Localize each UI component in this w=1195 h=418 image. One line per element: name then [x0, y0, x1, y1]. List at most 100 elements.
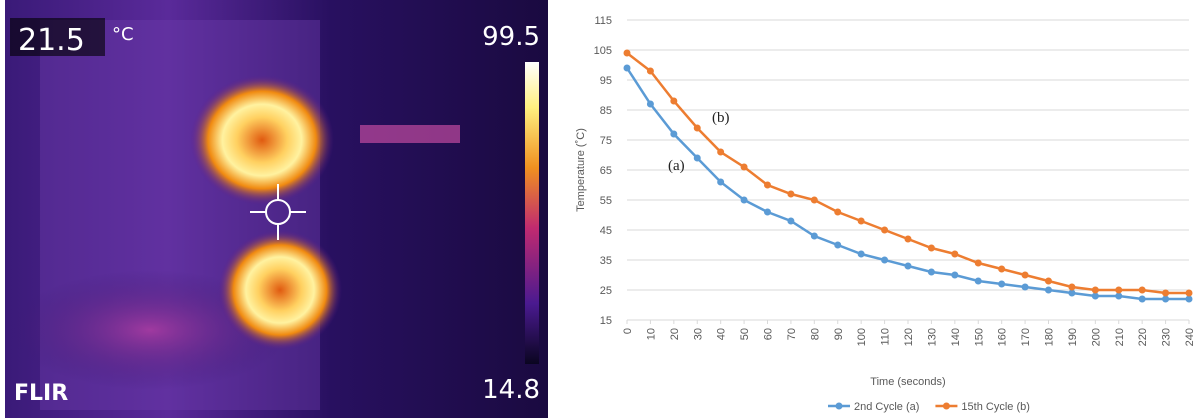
point: [1162, 295, 1170, 303]
point: [834, 241, 842, 249]
point: [904, 235, 912, 243]
x-tick-label: 100: [856, 328, 868, 346]
y-tick-label: 65: [600, 165, 612, 177]
point: [1185, 295, 1193, 303]
x-tick-label: 180: [1044, 328, 1056, 346]
point: [1115, 286, 1123, 294]
x-tick-label: 50: [739, 328, 751, 340]
annotation: (b): [712, 110, 730, 126]
temperature: 21.5: [18, 23, 85, 58]
unit: °C: [112, 24, 134, 45]
point: [904, 262, 912, 270]
min-label: 14.8: [482, 375, 540, 405]
point: [1185, 289, 1193, 297]
x-tick-label: 110: [880, 328, 892, 346]
point: [1021, 283, 1029, 291]
point: [1138, 286, 1146, 294]
brand: FLIR: [14, 381, 68, 406]
y-tick-label: 15: [600, 315, 612, 327]
y-axis-title: Temperature (˚C): [575, 128, 587, 212]
point: [670, 97, 678, 105]
legend-marker: [942, 402, 950, 410]
point: [764, 208, 771, 216]
hot-spot: [190, 75, 334, 205]
legend-marker: [835, 402, 843, 410]
x-axis-title: Time (seconds): [870, 376, 945, 388]
point: [1021, 271, 1029, 279]
point: [623, 49, 631, 57]
y-tick-label: 25: [600, 285, 612, 297]
point: [1115, 292, 1123, 300]
y-tick-label: 35: [600, 255, 612, 267]
x-tick-label: 80: [809, 328, 821, 340]
point: [881, 226, 889, 234]
point: [974, 277, 982, 285]
point: [927, 244, 935, 252]
point: [717, 148, 725, 156]
point: [1068, 289, 1076, 297]
point: [974, 259, 982, 267]
annotation: (a): [668, 158, 685, 174]
x-tick-label: 0: [622, 328, 634, 334]
x-tick-label: 140: [950, 328, 962, 346]
point: [1138, 295, 1146, 303]
point: [834, 208, 842, 216]
point: [810, 196, 818, 204]
warm-strip: [360, 125, 460, 143]
x-tick-label: 200: [1090, 328, 1102, 346]
point: [927, 268, 935, 276]
x-tick-label: 210: [1114, 328, 1126, 346]
x-tick-label: 240: [1184, 328, 1195, 346]
x-tick-label: 160: [997, 328, 1009, 346]
point: [1045, 286, 1052, 294]
point: [693, 154, 701, 162]
legend-item: 15th Cycle (b): [935, 401, 1030, 413]
point: [646, 67, 654, 75]
point: [787, 190, 795, 198]
point: [951, 250, 959, 258]
max-label: 99.5: [482, 22, 540, 52]
y-tick-label: 75: [600, 135, 612, 147]
y-tick-label: 55: [600, 195, 612, 207]
color-scale: [525, 62, 539, 364]
x-tick-label: 150: [973, 328, 985, 346]
label-bg: [10, 18, 105, 56]
point: [857, 250, 865, 258]
x-tick-label: 10: [645, 328, 657, 340]
point: [1091, 292, 1099, 300]
point: [857, 217, 865, 225]
x-tick-label: 120: [903, 328, 915, 346]
point: [646, 100, 654, 108]
x-tick-label: 190: [1067, 328, 1079, 346]
x-tick-label: 60: [763, 328, 775, 340]
legend-item: 2nd Cycle (a): [828, 401, 919, 413]
point: [998, 280, 1006, 288]
point: [693, 124, 701, 132]
x-tick-label: 40: [716, 328, 728, 340]
point: [623, 64, 631, 72]
y-tick-label: 115: [594, 15, 612, 27]
y-tick-label: 95: [600, 75, 612, 87]
point: [951, 271, 959, 279]
point: [1091, 286, 1099, 294]
point: [740, 163, 748, 171]
crosshair: [250, 184, 306, 240]
point: [1068, 283, 1076, 291]
x-tick-label: 220: [1137, 328, 1149, 346]
point: [670, 130, 678, 138]
point: [881, 256, 889, 264]
y-tick-label: 105: [594, 45, 612, 57]
legend-label: 2nd Cycle (a): [854, 401, 919, 413]
thermal-image: 21.5 °C 99.5 14.8 FLIR: [5, 0, 548, 418]
x-tick-label: 90: [833, 328, 845, 340]
x-tick-label: 30: [692, 328, 704, 340]
point: [1045, 277, 1052, 285]
point: [740, 196, 748, 204]
x-tick-label: 230: [1161, 328, 1173, 346]
point: [1162, 289, 1170, 297]
legend-label: 15th Cycle (b): [961, 401, 1029, 413]
point: [787, 217, 795, 225]
x-tick-label: 130: [926, 328, 938, 346]
hot-spot: [218, 230, 342, 350]
x-tick-label: 70: [786, 328, 798, 340]
